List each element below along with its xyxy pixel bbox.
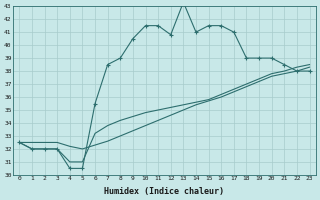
X-axis label: Humidex (Indice chaleur): Humidex (Indice chaleur) [104,187,224,196]
